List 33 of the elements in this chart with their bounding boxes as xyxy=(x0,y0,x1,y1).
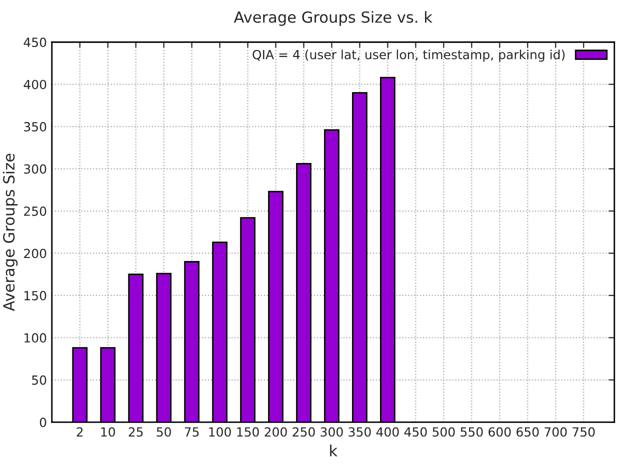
y-tick-label: 300 xyxy=(24,164,46,174)
x-tick-label: 250 xyxy=(292,427,315,437)
y-tick-label: 400 xyxy=(24,80,46,90)
x-tick-label: 25 xyxy=(128,427,143,437)
x-tick-label: 100 xyxy=(209,427,231,437)
y-tick-label: 450 xyxy=(24,38,46,48)
x-tick-label: 450 xyxy=(404,427,427,437)
x-tick-label: 2 xyxy=(76,427,83,436)
x-tick-label: 500 xyxy=(432,427,455,437)
legend-label: QIA = 4 (user lat, user lon, timestamp, parking id) xyxy=(252,50,565,62)
x-tick-label: 75 xyxy=(184,427,199,437)
x-tick-label: 200 xyxy=(264,427,287,437)
chart-title: Average Groups Size vs. k xyxy=(234,11,432,26)
x-tick-label: 650 xyxy=(516,427,539,437)
y-tick-label: 0 xyxy=(40,418,46,428)
y-tick-label: 150 xyxy=(24,290,46,300)
y-tick-label: 50 xyxy=(32,375,46,385)
y-tick-label: 250 xyxy=(24,206,46,216)
x-tick-label: 50 xyxy=(156,427,171,437)
x-tick-label: 550 xyxy=(460,427,483,437)
x-tick-label: 150 xyxy=(237,427,259,437)
x-axis-title: k xyxy=(330,444,338,456)
x-tick-label: 400 xyxy=(376,427,399,437)
x-tick-label: 700 xyxy=(544,427,567,437)
x-tick-label: 750 xyxy=(572,427,595,437)
x-tick-label: 350 xyxy=(348,427,371,437)
x-tick-label: 300 xyxy=(320,427,343,437)
y-tick-label: 200 xyxy=(24,248,46,258)
y-tick-label: 100 xyxy=(24,333,46,343)
y-tick-label: 350 xyxy=(24,122,46,132)
x-tick-label: 10 xyxy=(101,427,115,437)
y-axis-title: Average Groups Size xyxy=(2,154,18,312)
x-tick-label: 600 xyxy=(488,427,511,437)
